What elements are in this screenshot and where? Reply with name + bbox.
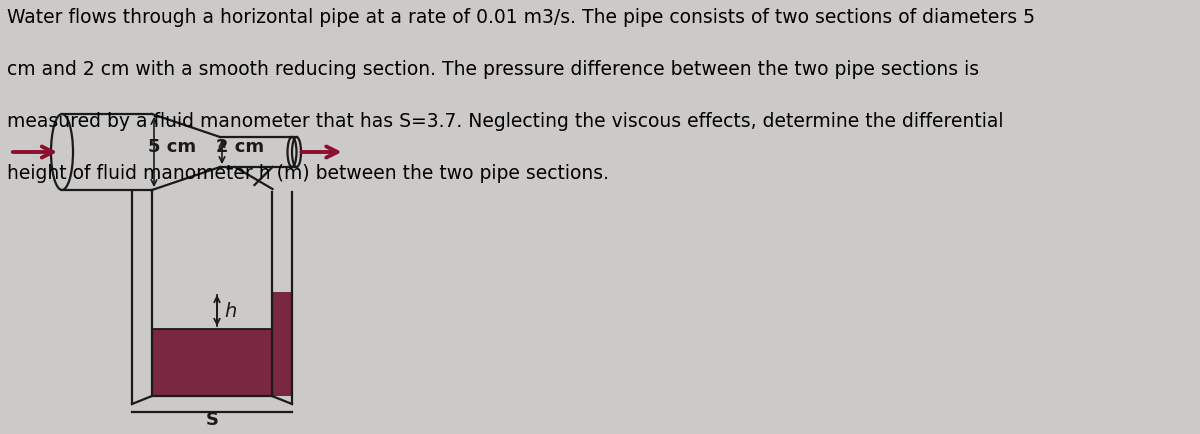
Bar xyxy=(272,292,292,395)
Text: h: h xyxy=(224,301,236,320)
Text: 5 cm: 5 cm xyxy=(148,138,196,156)
Text: Water flows through a horizontal pipe at a rate of 0.01 m3/s. The pipe consists : Water flows through a horizontal pipe at… xyxy=(7,8,1034,27)
Text: 2 cm: 2 cm xyxy=(216,138,264,156)
Text: height of fluid manometer h (m) between the two pipe sections.: height of fluid manometer h (m) between … xyxy=(7,164,610,183)
Bar xyxy=(152,329,271,395)
Text: S: S xyxy=(205,410,218,428)
Text: measured by a fluid manometer that has S=3.7. Neglecting the viscous effects, de: measured by a fluid manometer that has S… xyxy=(7,112,1003,131)
Text: cm and 2 cm with a smooth reducing section. The pressure difference between the : cm and 2 cm with a smooth reducing secti… xyxy=(7,60,979,79)
